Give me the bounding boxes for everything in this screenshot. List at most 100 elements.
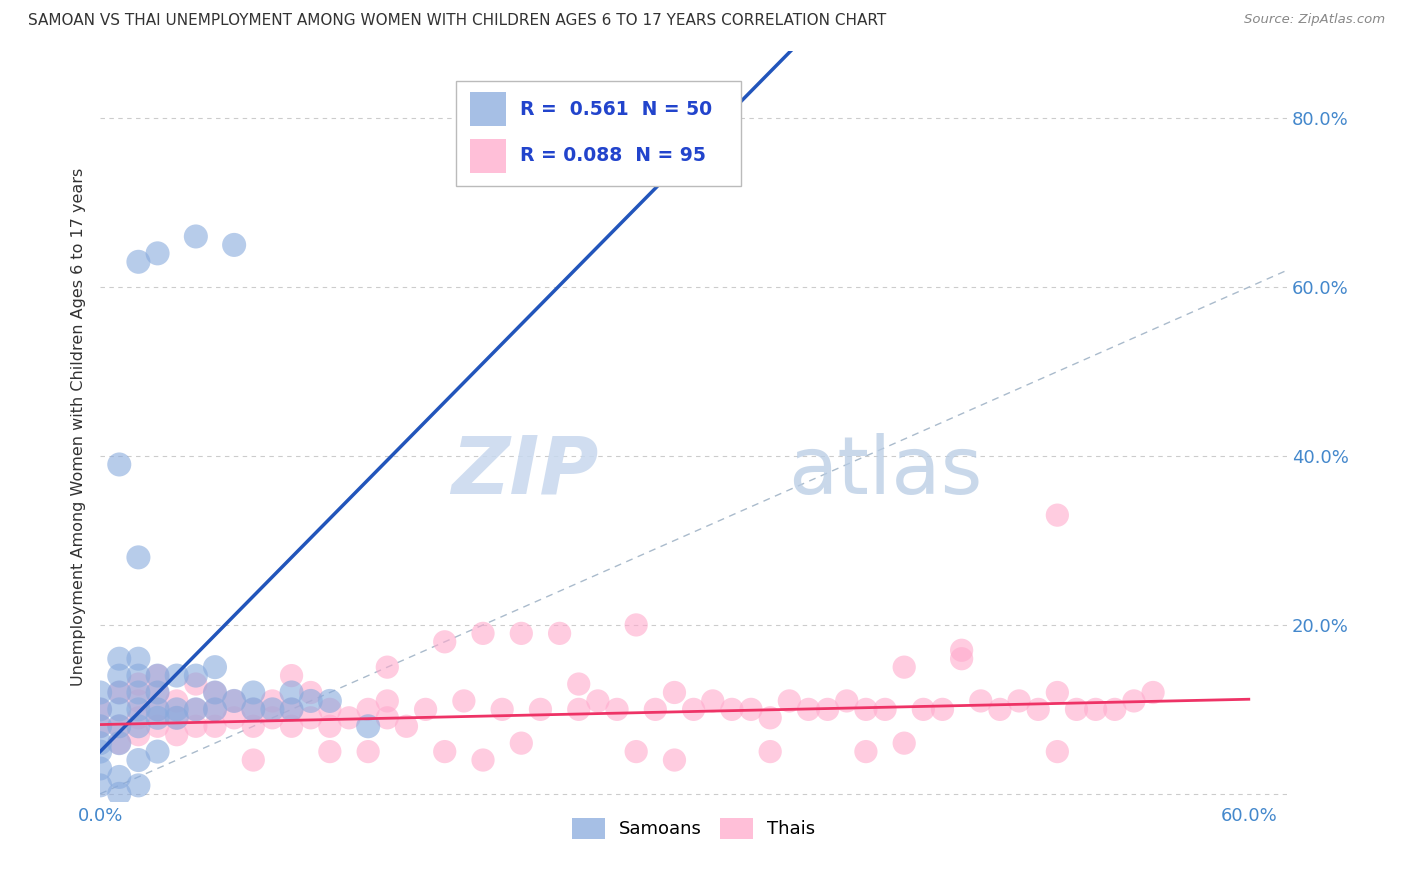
Point [280,668,302,682]
Point [89,762,111,776]
Point [319,702,342,716]
Point [108,736,131,750]
Point [280,702,302,716]
Point [548,626,571,640]
Point [319,745,342,759]
Point [89,719,111,733]
Point [184,668,207,682]
Point [146,711,169,725]
Point [491,702,513,716]
Point [855,745,877,759]
Point [108,770,131,784]
Point [184,702,207,716]
Point [108,685,131,699]
Point [108,719,131,733]
FancyBboxPatch shape [471,139,506,173]
Point [146,745,169,759]
Point [89,719,111,733]
Point [988,702,1011,716]
Point [89,736,111,750]
Point [146,685,169,699]
Point [146,702,169,716]
Point [835,694,858,708]
Point [127,711,149,725]
Point [204,719,226,733]
Point [970,694,993,708]
Point [797,702,820,716]
Point [127,728,149,742]
Point [664,685,686,699]
Point [146,685,169,699]
Point [415,702,437,716]
Point [299,685,322,699]
Text: R =  0.561  N = 50: R = 0.561 N = 50 [520,100,713,119]
Point [146,668,169,682]
Point [510,736,533,750]
Point [127,702,149,716]
Point [108,458,131,472]
Point [127,668,149,682]
Point [299,711,322,725]
Point [1142,685,1164,699]
Point [472,753,495,767]
Point [146,702,169,716]
Point [1122,694,1144,708]
Point [873,702,896,716]
Point [89,702,111,716]
Point [166,668,188,682]
Point [855,702,877,716]
Point [166,711,188,725]
Point [1046,685,1069,699]
Point [702,694,724,708]
Point [778,694,800,708]
FancyBboxPatch shape [456,81,741,186]
Point [108,651,131,665]
Legend: Samoans, Thais: Samoans, Thais [565,811,823,846]
Point [184,229,207,244]
Point [586,694,609,708]
FancyBboxPatch shape [471,93,506,126]
Point [337,711,360,725]
Point [127,550,149,565]
Point [242,702,264,716]
Point [568,702,591,716]
Point [510,626,533,640]
Point [529,702,551,716]
Point [453,694,475,708]
Point [204,702,226,716]
Point [682,702,704,716]
Point [127,254,149,268]
Point [166,702,188,716]
Point [606,702,628,716]
Point [893,736,915,750]
Point [280,719,302,733]
Point [1084,702,1107,716]
Text: SAMOAN VS THAI UNEMPLOYMENT AMONG WOMEN WITH CHILDREN AGES 6 TO 17 YEARS CORRELA: SAMOAN VS THAI UNEMPLOYMENT AMONG WOMEN … [28,13,886,29]
Point [1046,508,1069,523]
Point [375,711,398,725]
Point [721,702,744,716]
Point [280,685,302,699]
Point [127,753,149,767]
Point [242,719,264,733]
Point [319,719,342,733]
Point [224,711,246,725]
Point [127,719,149,733]
Point [108,719,131,733]
Point [1104,702,1126,716]
Point [184,677,207,691]
Point [108,736,131,750]
Point [375,694,398,708]
Point [127,685,149,699]
Text: atlas: atlas [789,433,983,510]
Point [166,711,188,725]
Point [262,694,284,708]
Point [224,694,246,708]
Point [357,719,380,733]
Point [89,745,111,759]
Point [127,677,149,691]
Point [108,685,131,699]
Point [166,694,188,708]
Point [204,702,226,716]
Point [664,753,686,767]
